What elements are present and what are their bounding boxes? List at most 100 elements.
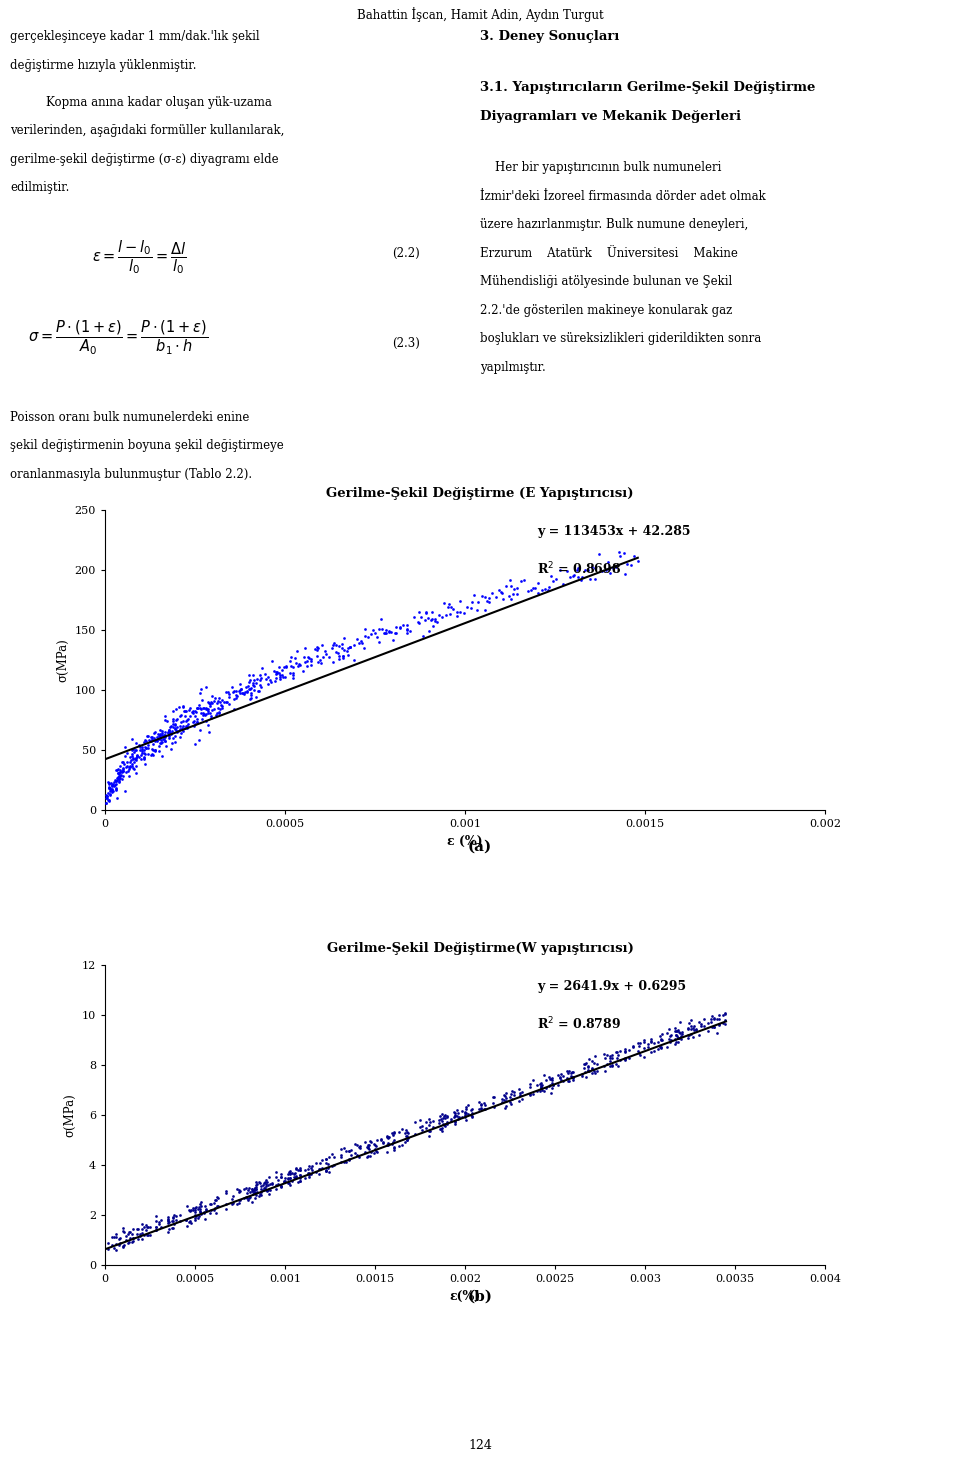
Point <box>195 696 210 719</box>
Point <box>129 731 144 755</box>
Point <box>204 1192 219 1216</box>
Point <box>437 1111 452 1135</box>
Point <box>100 787 115 811</box>
Point <box>368 622 383 646</box>
Point <box>609 1041 624 1064</box>
Point <box>271 1172 286 1195</box>
Point <box>216 690 231 713</box>
Point <box>124 1222 139 1246</box>
Point <box>406 606 421 629</box>
Point <box>278 654 294 678</box>
Point <box>253 1181 269 1204</box>
Point <box>182 696 198 719</box>
Point <box>612 541 627 565</box>
Point <box>236 1187 252 1210</box>
Point <box>336 1136 351 1160</box>
Point <box>681 1023 696 1047</box>
Point <box>374 618 390 641</box>
Point <box>319 1160 334 1184</box>
Point <box>553 1061 568 1085</box>
Point <box>161 721 177 744</box>
Point <box>513 1083 528 1107</box>
Point <box>415 625 430 649</box>
Point <box>451 1106 467 1129</box>
Point <box>274 1175 289 1198</box>
Point <box>333 1150 348 1173</box>
Point <box>315 644 330 668</box>
Point <box>435 1113 450 1136</box>
Point <box>111 764 127 787</box>
Point <box>366 619 381 643</box>
Point <box>156 728 172 752</box>
Point <box>232 681 248 705</box>
Point <box>387 1129 402 1153</box>
Point <box>543 1080 559 1104</box>
Point <box>385 628 400 652</box>
Point <box>129 738 144 762</box>
Point <box>293 653 308 677</box>
Point <box>199 1198 214 1222</box>
Point <box>367 1136 382 1160</box>
Point <box>530 1079 545 1103</box>
Point <box>255 1179 271 1203</box>
Point <box>134 740 150 764</box>
Point <box>125 746 140 769</box>
Point <box>338 1139 353 1163</box>
Point <box>208 1188 224 1212</box>
Point <box>269 1178 284 1201</box>
Point <box>210 1194 226 1218</box>
Point <box>496 1088 512 1111</box>
Point <box>431 603 446 626</box>
Point <box>654 1027 669 1051</box>
Point <box>260 1178 276 1201</box>
Y-axis label: σ(MPa): σ(MPa) <box>56 638 69 682</box>
Point <box>147 738 162 762</box>
Point <box>444 1107 459 1131</box>
Point <box>126 1226 141 1250</box>
Text: İzmir'deki İzoreel firmasında dörder adet olmak: İzmir'deki İzoreel firmasında dörder ade… <box>480 190 766 203</box>
Point <box>312 1157 327 1181</box>
Point <box>358 618 373 641</box>
Point <box>130 744 145 768</box>
Point <box>214 693 229 716</box>
Point <box>660 1021 675 1045</box>
Point <box>130 744 145 768</box>
Point <box>496 1083 512 1107</box>
Point <box>146 727 161 750</box>
Point <box>252 663 268 687</box>
Point <box>630 1030 645 1054</box>
Point <box>179 713 194 737</box>
Point <box>180 708 195 731</box>
Point <box>280 1172 296 1195</box>
Point <box>148 738 163 762</box>
Point <box>456 601 471 625</box>
Point <box>352 1135 368 1159</box>
Point <box>145 728 160 752</box>
Point <box>287 1166 302 1190</box>
Point <box>447 1101 463 1125</box>
Point <box>673 1024 688 1048</box>
Point <box>419 600 434 624</box>
Point <box>267 659 282 682</box>
Point <box>98 786 113 809</box>
Point <box>108 778 123 802</box>
Point <box>381 621 396 644</box>
Point <box>617 1041 633 1064</box>
Point <box>498 1089 514 1113</box>
Point <box>274 1166 289 1190</box>
Text: şekil değiştirmenin boyuna şekil değiştirmeye: şekil değiştirmenin boyuna şekil değişti… <box>10 439 284 453</box>
Point <box>421 1107 437 1131</box>
Point <box>476 1097 492 1120</box>
Point <box>231 680 247 703</box>
Point <box>125 1229 140 1253</box>
Point <box>181 1198 197 1222</box>
Point <box>630 1039 645 1063</box>
Point <box>175 694 190 718</box>
Point <box>434 1119 449 1142</box>
Point <box>211 702 227 725</box>
Point <box>602 557 617 581</box>
Point <box>108 1225 124 1248</box>
Point <box>439 1110 454 1134</box>
Point <box>424 600 440 624</box>
Point <box>342 1139 357 1163</box>
